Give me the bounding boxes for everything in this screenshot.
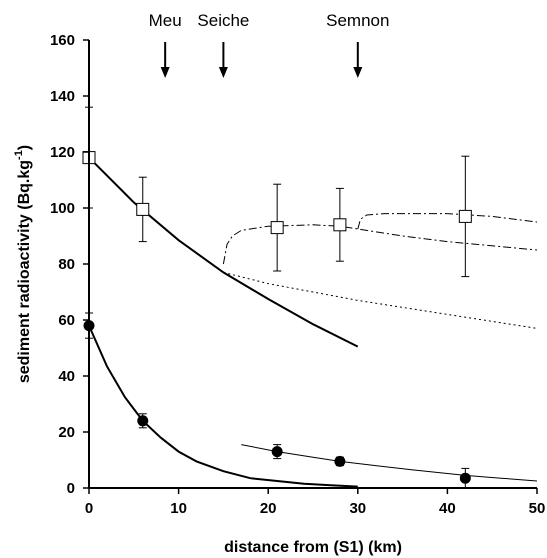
x-tick-label: 50 <box>529 500 546 517</box>
square-marker <box>270 221 284 235</box>
arrow-head <box>218 67 228 78</box>
annotation-label: Seiche <box>197 11 249 30</box>
circle-marker <box>459 472 471 484</box>
annotation-label: Semnon <box>326 11 389 30</box>
curve-solid <box>88 156 359 348</box>
river-annotations: Meu Seiche Semnon <box>149 11 389 78</box>
ticks: 0 10 20 30 40 50 0 20 40 60 80 100 120 140 160 <box>50 32 545 517</box>
data-points <box>82 106 472 489</box>
y-tick-label: 0 <box>67 480 75 497</box>
y-tick-label: 40 <box>58 368 75 385</box>
curve-dashdot <box>222 224 538 265</box>
fitted-curves <box>88 156 538 488</box>
x-tick-label: 0 <box>85 500 93 517</box>
curve-solid <box>88 325 358 488</box>
square-marker <box>458 209 472 223</box>
x-tick-label: 40 <box>439 500 456 517</box>
circle-marker <box>137 415 149 427</box>
y-tick-label: 100 <box>50 200 75 217</box>
x-axis-title: distance from (S1) (km) <box>224 539 402 556</box>
curve-dashdot <box>357 213 538 230</box>
arrow-head <box>160 67 170 78</box>
annotation-label: Meu <box>149 11 182 30</box>
x-tick-label: 30 <box>349 500 366 517</box>
axes <box>88 40 537 489</box>
curve-dotted <box>223 271 538 329</box>
y-tick-label: 80 <box>58 256 75 273</box>
square-marker <box>333 218 347 232</box>
y-axis-title: sediment radioactivity (Bq.kg-1) <box>13 145 33 383</box>
x-tick-label: 20 <box>260 500 277 517</box>
y-tick-label: 160 <box>50 32 75 49</box>
y-tick-label: 140 <box>50 88 75 105</box>
curve-solid <box>241 444 538 482</box>
circle-marker <box>334 455 346 467</box>
circle-marker <box>271 446 283 458</box>
arrow-head <box>353 67 363 78</box>
y-tick-label: 60 <box>58 312 75 329</box>
y-tick-label: 20 <box>58 424 75 441</box>
y-tick-label: 120 <box>50 144 75 161</box>
square-marker <box>136 202 150 216</box>
x-tick-label: 10 <box>170 500 187 517</box>
